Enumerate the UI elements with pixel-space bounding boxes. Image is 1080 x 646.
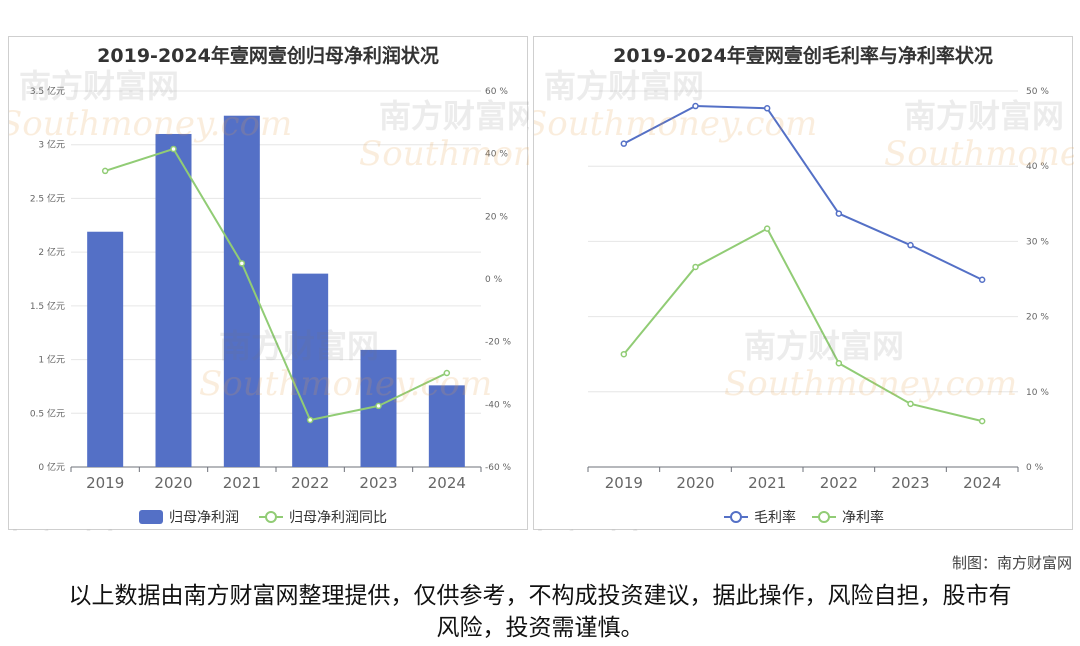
x-tick-label: 2021 <box>748 474 786 492</box>
y-tick-label: 0 % <box>1026 463 1044 473</box>
gross-margin-point <box>692 102 699 110</box>
left-chart-panel: 2019-2024年壹网壹创归母净利润状况 0 亿元 0.5 亿元 1 亿元 1.5 … <box>8 36 529 531</box>
y2-tick-label: 60 % <box>485 87 508 97</box>
yoy-point <box>170 145 177 153</box>
y-tick-label: 40 % <box>1026 162 1049 172</box>
legend-label: 归母净利润 <box>169 509 239 526</box>
right-chart-panel: 2019-2024年壹网壹创毛利率与净利率状况 0 % 10 % 20 % 30 % 4… <box>533 36 1074 531</box>
y-tick-label: 0.5 亿元 <box>30 407 65 419</box>
watermark-cn: 南方财富网 <box>219 327 379 365</box>
x-tick-label: 2021 <box>223 474 261 492</box>
watermark-en: Southmoney.com <box>9 104 292 144</box>
net-margin-point <box>763 225 771 232</box>
net-margin-line <box>623 227 983 423</box>
legend-swatch-bar <box>139 510 163 524</box>
net-margin-point <box>978 417 986 425</box>
gross-margin-point <box>620 140 628 147</box>
gross-margin-point <box>907 241 914 249</box>
y2-tick-label: -20 % <box>485 338 512 348</box>
legend-swatch-point <box>818 511 830 523</box>
bar <box>155 133 192 467</box>
legend-label: 净利率 <box>842 509 884 526</box>
right-chart-title: 2019-2024年壹网壹创毛利率与净利率状况 <box>613 45 993 67</box>
y2-tick-label: -40 % <box>485 400 512 410</box>
watermark-cn: 南方财富网 <box>904 97 1064 135</box>
net-margin-point <box>692 263 699 271</box>
yoy-point <box>375 402 382 410</box>
y2-tick-label: 20 % <box>485 212 508 222</box>
gross-margin-line <box>623 105 983 281</box>
yoy-point <box>101 167 109 175</box>
x-tick-label: 2020 <box>154 474 192 492</box>
watermark-cn: 南方财富网 <box>9 527 159 531</box>
left-chart-title: 2019-2024年壹网壹创归母净利润状况 <box>97 45 439 67</box>
x-tick-label: 2022 <box>820 474 858 492</box>
bar <box>87 231 124 467</box>
disclaimer-text: 以上数据由南方财富网整理提供，仅供参考，不构成投资建议，据此操作，风险自担，股市… <box>68 583 1012 641</box>
y-tick-label: 3.5 亿元 <box>30 85 65 97</box>
watermark-cn: 南方财富网 <box>379 97 529 135</box>
watermark-en: Southmoney.com <box>724 364 1017 404</box>
watermark-en: Southmoney.com <box>199 364 492 404</box>
y-tick-label: 1 亿元 <box>38 354 65 366</box>
y-tick-label: 2 亿元 <box>38 246 65 258</box>
yoy-point <box>443 369 451 377</box>
legend-label: 归母净利润同比 <box>289 509 387 526</box>
x-tick-label: 2020 <box>676 474 714 492</box>
y-tick-label: 30 % <box>1026 237 1049 247</box>
yoy-point <box>238 260 246 267</box>
watermark-cn: 南方财富网 <box>19 67 179 105</box>
net-margin-point <box>907 400 914 408</box>
watermark-cn: 南方财富网 <box>544 67 704 105</box>
y-tick-label: 3 亿元 <box>38 139 65 151</box>
right-chart-svg: 0 % 10 % 20 % 30 % 40 % 50 % 2019 2020 2021 2022 2… <box>534 67 1074 531</box>
watermark-en: Southmoney.com <box>534 104 817 144</box>
x-tick-label: 2024 <box>428 474 466 492</box>
y-tick-label: 2.5 亿元 <box>30 192 65 204</box>
yoy-point <box>306 416 314 424</box>
legend-swatch-point <box>265 511 277 523</box>
watermark-en: Southmoney.com <box>359 134 529 174</box>
y-tick-label: 50 % <box>1026 87 1049 97</box>
chart-credit: 制图：南方财富网 <box>951 554 1072 572</box>
x-tick-label: 2022 <box>291 474 329 492</box>
watermark-cn: 南方财富网 <box>744 327 904 365</box>
net-margin-point <box>835 359 843 367</box>
y2-tick-label: -60 % <box>485 463 512 473</box>
y-tick-label: 1.5 亿元 <box>30 300 65 312</box>
y2-tick-label: 40 % <box>485 150 508 160</box>
x-tick-label: 2023 <box>359 474 397 492</box>
y2-tick-label: 0 % <box>485 275 503 285</box>
watermark-cn: 南方财富网 <box>534 527 684 531</box>
gross-margin-point <box>835 210 843 217</box>
net-margin-point <box>620 350 628 358</box>
bar <box>428 385 465 467</box>
y-tick-label: 20 % <box>1026 313 1049 323</box>
watermark-en: Southmoney.com <box>884 134 1074 174</box>
y-tick-label: 10 % <box>1026 388 1049 398</box>
x-tick-label: 2019 <box>86 474 124 492</box>
x-tick-label: 2024 <box>963 474 1001 492</box>
gross-margin-point <box>978 276 986 284</box>
legend-label: 毛利率 <box>754 509 796 526</box>
y-tick-label: 0 亿元 <box>38 461 65 473</box>
left-chart-svg: 0 亿元 0.5 亿元 1 亿元 1.5 亿元 2 亿元 2.5 亿元 3 亿元 3.5 亿元… <box>9 67 529 531</box>
gross-margin-point <box>763 105 771 112</box>
yoy-line <box>104 147 448 422</box>
x-tick-label: 2019 <box>605 474 643 492</box>
legend-swatch-point <box>730 511 742 523</box>
x-tick-label: 2023 <box>891 474 929 492</box>
bar <box>292 273 329 467</box>
